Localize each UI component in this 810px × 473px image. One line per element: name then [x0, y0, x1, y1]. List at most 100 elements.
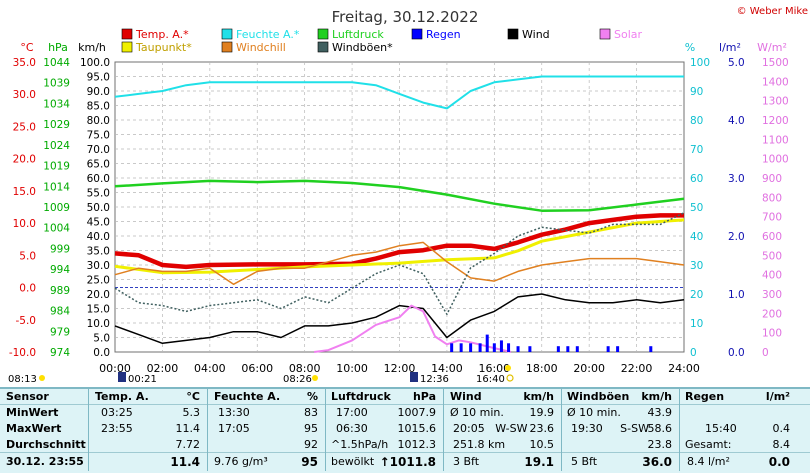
rain-bar: [459, 343, 463, 352]
rain-axis-tick-label: 5.0: [728, 57, 745, 69]
temp-axis-tick-label: 20.0: [13, 154, 36, 166]
wind-value: 19.9: [529, 406, 555, 419]
legend-swatch: [317, 41, 329, 53]
rain-bar: [499, 340, 503, 352]
solar-axis-tick-label: 1300: [762, 96, 789, 108]
rain-bar: [606, 346, 610, 352]
series-line-temp-a: [114, 213, 684, 270]
wind-axis-tick-label: 75.0: [87, 130, 110, 142]
current-gust-value: 36.0: [642, 455, 672, 469]
temp-axis-tick-label: -10.0: [9, 347, 36, 359]
pressure-trend: ^1.5hPa/h: [331, 438, 389, 451]
wind-distance: 251.8 km: [453, 438, 506, 451]
gust-value: 43.9: [647, 406, 673, 419]
humidity-axis-tick-label: 90: [690, 86, 703, 98]
legend-label: Windböen*: [332, 41, 393, 54]
wind-axis-tick-label: 70.0: [87, 144, 110, 156]
header-rain: Regen: [685, 390, 725, 403]
wind-axis-tick-label: 55.0: [87, 188, 110, 200]
wind-axis-tick-label: 90.0: [87, 86, 110, 98]
pressure-axis-tick-label: 979: [50, 326, 70, 338]
rain-bar: [566, 346, 570, 352]
credit-label: © Weber Mike: [737, 6, 808, 17]
legend-label: Solar: [614, 28, 643, 41]
current-timestamp: 30.12. 23:55: [6, 455, 84, 468]
header-wind-unit: km/h: [523, 390, 554, 403]
gust-beaufort: 5 Bft: [571, 455, 598, 468]
temp-axis-tick-label: 35.0: [13, 57, 36, 69]
series-line-windchill: [114, 241, 685, 286]
sunset-label: 16:40: [476, 374, 505, 385]
sun-icon: [39, 375, 45, 381]
sun-icon: [505, 365, 511, 371]
solar-axis-tick-label: 1100: [762, 134, 789, 146]
rain-axis-tick-label: 4.0: [728, 115, 745, 127]
header-wind: Wind: [450, 390, 482, 403]
wind-axis-tick-label: 60.0: [87, 173, 110, 185]
pressure-axis-tick-label: 1034: [43, 98, 70, 110]
x-tick-label: 00:00: [99, 362, 131, 375]
col-divider: [443, 387, 444, 471]
rain-axis-tick-label: 1.0: [728, 289, 745, 301]
solar-axis-tick-label: 1200: [762, 115, 789, 127]
header-rain-unit: l/m²: [765, 390, 790, 403]
pressure-axis-tick-label: 989: [50, 285, 70, 297]
weather-condition: bewölkt: [331, 455, 375, 468]
rain-bar: [469, 343, 473, 352]
rain-bar: [528, 346, 532, 352]
wind-axis-tick-label: 50.0: [87, 202, 110, 214]
series-line-luftdruck: [114, 179, 685, 212]
header-sensor: Sensor: [6, 390, 49, 403]
gust-label: Ø 10 min.: [567, 406, 621, 419]
current-pressure-value: ↑1011.8: [379, 455, 436, 469]
temp-value: 11.4: [175, 422, 201, 435]
row-label: Durchschnitt: [6, 438, 86, 451]
legend-label: Feuchte A.*: [236, 28, 300, 41]
col-divider: [88, 387, 89, 471]
rain-axis-tick-label: 3.0: [728, 173, 745, 185]
rain-value: 0.4: [772, 422, 791, 435]
row-label: MinWert: [6, 406, 59, 419]
header-gust: Windböen: [567, 390, 630, 403]
humidity-axis-tick-label: 40: [690, 231, 703, 243]
wind-axis-tick-label: 85.0: [87, 101, 110, 113]
current-humidity-value: 95: [301, 455, 318, 469]
rain-axis-tick-label: 0.0: [728, 347, 745, 359]
wind-label: Ø 10 min.: [450, 406, 504, 419]
x-tick-label: 02:00: [147, 362, 179, 375]
wind-value: 23.6: [529, 422, 555, 435]
legend-label: Wind: [522, 28, 550, 41]
chart-title: Freitag, 30.12.2022: [332, 8, 479, 26]
pressure-axis-tick-label: 1019: [43, 161, 70, 173]
legend-swatch: [121, 41, 133, 53]
rain-bar: [492, 343, 496, 352]
humidity-axis-tick-label: 50: [690, 202, 703, 214]
x-tick-label: 14:00: [431, 362, 463, 375]
solar-axis-tick-label: 0: [762, 347, 769, 359]
sun-time-label: 08:26: [283, 374, 312, 385]
moon-icon: [410, 372, 418, 382]
pressure-axis-tick-label: 999: [50, 243, 70, 255]
humidity-axis-tick-label: 20: [690, 289, 703, 301]
pressure-axis-unit: hPa: [48, 41, 68, 54]
solar-axis-tick-label: 1400: [762, 76, 789, 88]
stats-panel: [0, 387, 810, 473]
humidity-value: 95: [304, 422, 318, 435]
solar-axis-tick-label: 200: [762, 308, 782, 320]
humidity-axis-tick-label: 30: [690, 260, 703, 272]
wind-axis-tick-label: 80.0: [87, 115, 110, 127]
wind-axis-tick-label: 15.0: [87, 304, 110, 316]
humidity-axis-tick-label: 0: [690, 347, 697, 359]
wind-axis-tick-label: 45.0: [87, 217, 110, 229]
current-rain-value: 0.0: [768, 455, 790, 469]
solar-axis-tick-label: 700: [762, 212, 782, 224]
weather-chart: Freitag, 30.12.2022 © Weber Mike 35.0 30.0 2…: [8, 6, 808, 385]
header-temp: Temp. A.: [95, 390, 149, 403]
pressure-axis-tick-label: 1024: [43, 140, 70, 152]
pressure-axis-tick-label: 1014: [43, 181, 70, 193]
temp-axis-tick-label: 15.0: [13, 186, 36, 198]
pressure-axis-tick-label: 994: [50, 264, 70, 276]
rain-bar: [507, 343, 511, 352]
wind-axis-tick-label: 0.0: [93, 347, 110, 359]
header-humidity: Feuchte A.: [214, 390, 281, 403]
